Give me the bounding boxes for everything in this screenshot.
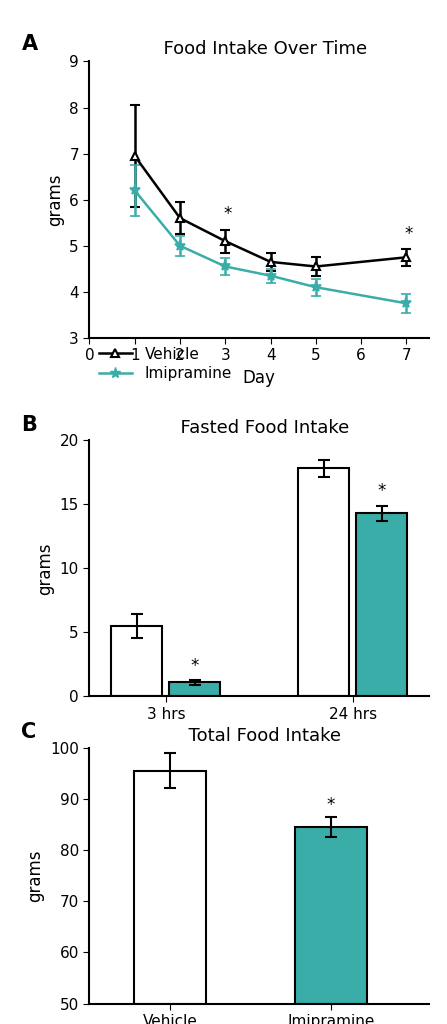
X-axis label: Day: Day xyxy=(243,369,276,387)
Title:   Fasted Food Intake: Fasted Food Intake xyxy=(169,420,350,437)
Y-axis label: grams: grams xyxy=(46,173,63,226)
Bar xyxy=(295,827,367,1004)
Text: *: * xyxy=(405,225,413,244)
Bar xyxy=(169,682,220,696)
Text: *: * xyxy=(224,205,232,222)
Bar xyxy=(356,513,407,696)
Text: C: C xyxy=(21,722,37,742)
Text: *: * xyxy=(377,482,386,501)
Text: B: B xyxy=(21,415,38,435)
Bar xyxy=(111,626,162,696)
Y-axis label: grams: grams xyxy=(26,849,45,902)
Title:   Food Intake Over Time: Food Intake Over Time xyxy=(152,41,367,58)
Bar xyxy=(134,770,206,1004)
Legend: Vehicle, Imipramine: Vehicle, Imipramine xyxy=(93,340,238,387)
Text: *: * xyxy=(190,656,199,675)
Y-axis label: grams: grams xyxy=(36,542,54,595)
Title:   Total Food Intake: Total Food Intake xyxy=(177,727,341,744)
Bar xyxy=(298,468,349,696)
Text: A: A xyxy=(21,34,38,54)
Text: *: * xyxy=(327,796,335,814)
